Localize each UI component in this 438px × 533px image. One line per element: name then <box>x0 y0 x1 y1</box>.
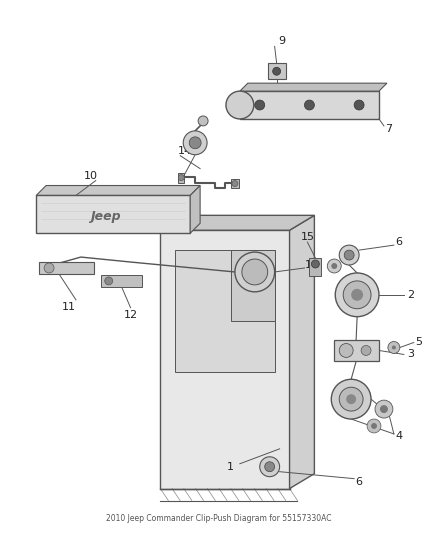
Polygon shape <box>231 250 275 321</box>
Circle shape <box>388 342 400 353</box>
Circle shape <box>327 259 341 273</box>
Polygon shape <box>160 215 314 230</box>
Text: 12: 12 <box>124 310 138 320</box>
Circle shape <box>343 281 371 309</box>
Circle shape <box>335 273 379 317</box>
Circle shape <box>311 260 319 268</box>
Circle shape <box>105 277 113 285</box>
Bar <box>309 258 321 276</box>
Circle shape <box>346 394 356 404</box>
Circle shape <box>375 400 393 418</box>
Circle shape <box>189 137 201 149</box>
Polygon shape <box>175 250 275 373</box>
Circle shape <box>392 345 396 350</box>
Circle shape <box>339 245 359 265</box>
Polygon shape <box>190 185 200 233</box>
Text: 4: 4 <box>395 431 403 441</box>
Bar <box>231 179 239 189</box>
Bar <box>268 63 286 79</box>
Circle shape <box>339 343 353 358</box>
Circle shape <box>354 100 364 110</box>
Text: 1: 1 <box>226 462 233 472</box>
Text: 7: 7 <box>385 124 392 134</box>
Circle shape <box>380 405 388 413</box>
Circle shape <box>361 345 371 356</box>
Text: 11: 11 <box>62 302 76 312</box>
Circle shape <box>260 457 279 477</box>
Polygon shape <box>240 91 379 119</box>
Circle shape <box>226 91 254 119</box>
Text: Jeep: Jeep <box>90 209 121 223</box>
Text: 14: 14 <box>178 146 192 156</box>
Polygon shape <box>39 262 94 274</box>
Text: 6: 6 <box>396 237 403 247</box>
Circle shape <box>371 423 377 429</box>
Text: 8: 8 <box>174 185 181 196</box>
Circle shape <box>242 259 268 285</box>
Text: 2: 2 <box>407 290 414 300</box>
Circle shape <box>273 67 281 75</box>
Circle shape <box>235 252 275 292</box>
Circle shape <box>44 263 54 273</box>
Circle shape <box>198 116 208 126</box>
Circle shape <box>183 131 207 155</box>
Circle shape <box>351 289 363 301</box>
Circle shape <box>339 387 363 411</box>
Text: 3: 3 <box>407 350 414 359</box>
Polygon shape <box>240 83 387 91</box>
Polygon shape <box>290 215 314 489</box>
Circle shape <box>367 419 381 433</box>
Circle shape <box>265 462 275 472</box>
Text: 15: 15 <box>300 232 314 242</box>
Circle shape <box>331 379 371 419</box>
Text: 13: 13 <box>304 260 318 270</box>
Circle shape <box>331 263 337 269</box>
Circle shape <box>178 175 184 181</box>
Text: 9: 9 <box>278 36 285 46</box>
Text: 2010 Jeep Commander Clip-Push Diagram for 55157330AC: 2010 Jeep Commander Clip-Push Diagram fo… <box>106 514 332 523</box>
Circle shape <box>255 100 265 110</box>
Text: 5: 5 <box>415 336 422 346</box>
Bar <box>178 173 184 182</box>
Circle shape <box>344 250 354 260</box>
Circle shape <box>232 181 238 187</box>
Bar <box>334 340 379 361</box>
Text: 10: 10 <box>84 171 98 181</box>
Bar <box>101 275 142 287</box>
Polygon shape <box>36 196 190 233</box>
Text: 6: 6 <box>356 477 363 487</box>
Circle shape <box>304 100 314 110</box>
Polygon shape <box>160 230 290 489</box>
Polygon shape <box>36 185 200 196</box>
